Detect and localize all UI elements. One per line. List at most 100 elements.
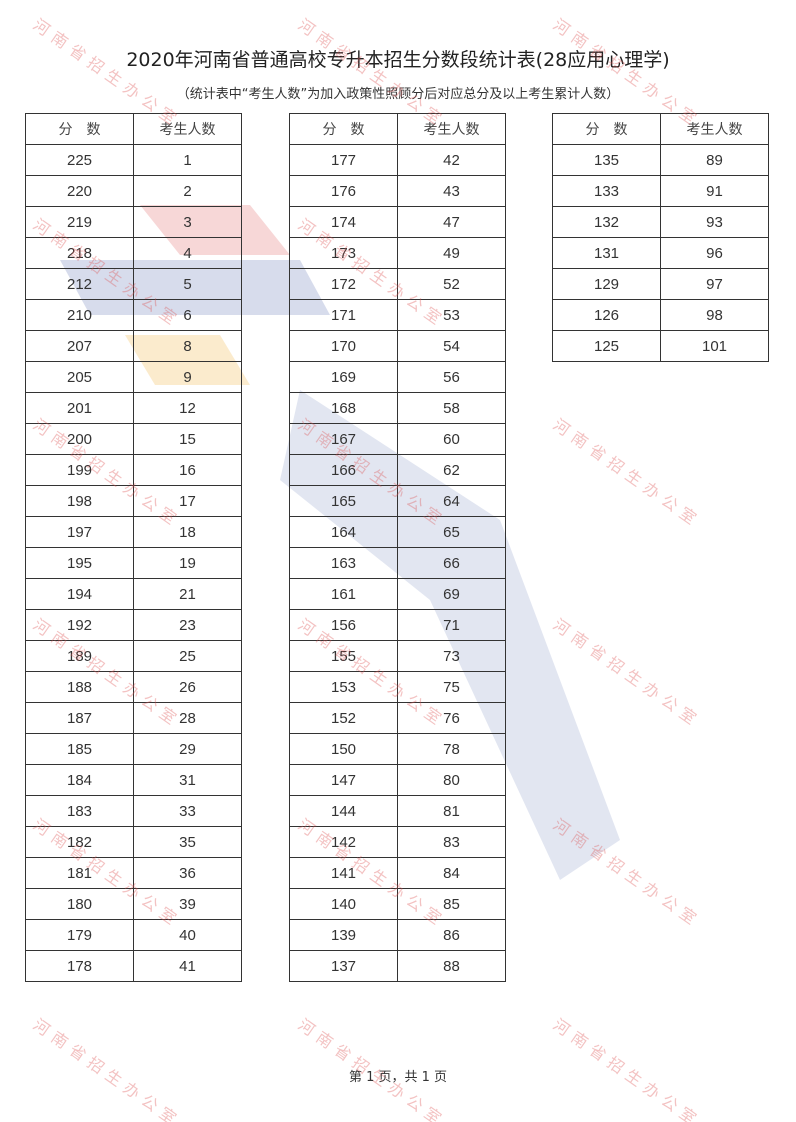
count-cell: 47	[397, 206, 506, 238]
table-row: 152 76	[289, 702, 506, 734]
table-row: 173 49	[289, 237, 506, 269]
count-cell: 5	[133, 268, 242, 300]
count-cell: 101	[660, 330, 769, 362]
table-row: 139 86	[289, 919, 506, 951]
count-cell: 28	[133, 702, 242, 734]
count-cell: 58	[397, 392, 506, 424]
table-row: 156 71	[289, 609, 506, 641]
watermark-text: 河南省招生办公室	[549, 614, 705, 732]
count-cell: 81	[397, 795, 506, 827]
count-cell: 25	[133, 640, 242, 672]
score-cell: 152	[289, 702, 398, 734]
count-cell: 39	[133, 888, 242, 920]
page-footer: 第 1 页，共 1 页	[348, 1070, 448, 1085]
count-cell: 66	[397, 547, 506, 579]
count-cell: 12	[133, 392, 242, 424]
score-cell: 155	[289, 640, 398, 672]
count-cell: 18	[133, 516, 242, 548]
table-row: 179 40	[25, 919, 242, 951]
table-row: 192 23	[25, 609, 242, 641]
table-row: 172 52	[289, 268, 506, 300]
score-cell: 126	[552, 299, 661, 331]
table-row: 171 53	[289, 299, 506, 331]
count-cell: 6	[133, 299, 242, 331]
page-title: 2020年河南省普通高校专升本招生分数段统计表(28应用心理学)	[126, 49, 670, 71]
table-row: 205 9	[25, 361, 242, 393]
count-cell: 69	[397, 578, 506, 610]
table-row: 200 15	[25, 423, 242, 455]
count-cell: 49	[397, 237, 506, 269]
table-row: 218 4	[25, 237, 242, 269]
score-cell: 165	[289, 485, 398, 517]
score-table-1: 分 数考生人数 225 1 220 2 219 3 218 4 212 5 210 6 207 8 205 9 2…	[25, 113, 242, 982]
count-cell: 89	[660, 144, 769, 176]
score-cell: 141	[289, 857, 398, 889]
count-cell: 15	[133, 423, 242, 455]
table-row: 210 6	[25, 299, 242, 331]
header-score: 分 数	[289, 113, 398, 145]
count-cell: 36	[133, 857, 242, 889]
table-row: 174 47	[289, 206, 506, 238]
table-row: 133 91	[552, 175, 769, 207]
score-cell: 153	[289, 671, 398, 703]
score-cell: 133	[552, 175, 661, 207]
table-row: 125 101	[552, 330, 769, 362]
score-cell: 156	[289, 609, 398, 641]
table-row: 180 39	[25, 888, 242, 920]
score-cell: 174	[289, 206, 398, 238]
score-cell: 166	[289, 454, 398, 486]
score-cell: 197	[25, 516, 134, 548]
score-cell: 192	[25, 609, 134, 641]
score-cell: 194	[25, 578, 134, 610]
header-count: 考生人数	[133, 113, 242, 145]
count-cell: 33	[133, 795, 242, 827]
count-cell: 43	[397, 175, 506, 207]
watermark-text: 河南省招生办公室	[549, 414, 705, 532]
table-row: 199 16	[25, 454, 242, 486]
table-row: 198 17	[25, 485, 242, 517]
count-cell: 16	[133, 454, 242, 486]
table-header-row: 分 数考生人数	[552, 113, 769, 145]
score-cell: 137	[289, 950, 398, 982]
count-cell: 85	[397, 888, 506, 920]
score-cell: 195	[25, 547, 134, 579]
score-cell: 172	[289, 268, 398, 300]
table-row: 176 43	[289, 175, 506, 207]
score-cell: 139	[289, 919, 398, 951]
score-cell: 163	[289, 547, 398, 579]
table-row: 212 5	[25, 268, 242, 300]
score-cell: 147	[289, 764, 398, 796]
score-cell: 218	[25, 237, 134, 269]
table-row: 195 19	[25, 547, 242, 579]
score-cell: 171	[289, 299, 398, 331]
score-cell: 178	[25, 950, 134, 982]
table-row: 142 83	[289, 826, 506, 858]
table-row: 194 21	[25, 578, 242, 610]
score-cell: 125	[552, 330, 661, 362]
table-row: 169 56	[289, 361, 506, 393]
count-cell: 31	[133, 764, 242, 796]
table-row: 225 1	[25, 144, 242, 176]
table-row: 189 25	[25, 640, 242, 672]
score-cell: 181	[25, 857, 134, 889]
table-row: 144 81	[289, 795, 506, 827]
count-cell: 60	[397, 423, 506, 455]
score-cell: 168	[289, 392, 398, 424]
score-cell: 176	[289, 175, 398, 207]
header-score: 分 数	[552, 113, 661, 145]
count-cell: 75	[397, 671, 506, 703]
count-cell: 53	[397, 299, 506, 331]
count-cell: 17	[133, 485, 242, 517]
score-cell: 200	[25, 423, 134, 455]
count-cell: 54	[397, 330, 506, 362]
score-cell: 161	[289, 578, 398, 610]
table-row: 170 54	[289, 330, 506, 362]
count-cell: 52	[397, 268, 506, 300]
count-cell: 73	[397, 640, 506, 672]
count-cell: 23	[133, 609, 242, 641]
score-cell: 142	[289, 826, 398, 858]
score-cell: 167	[289, 423, 398, 455]
count-cell: 97	[660, 268, 769, 300]
table-row: 166 62	[289, 454, 506, 486]
